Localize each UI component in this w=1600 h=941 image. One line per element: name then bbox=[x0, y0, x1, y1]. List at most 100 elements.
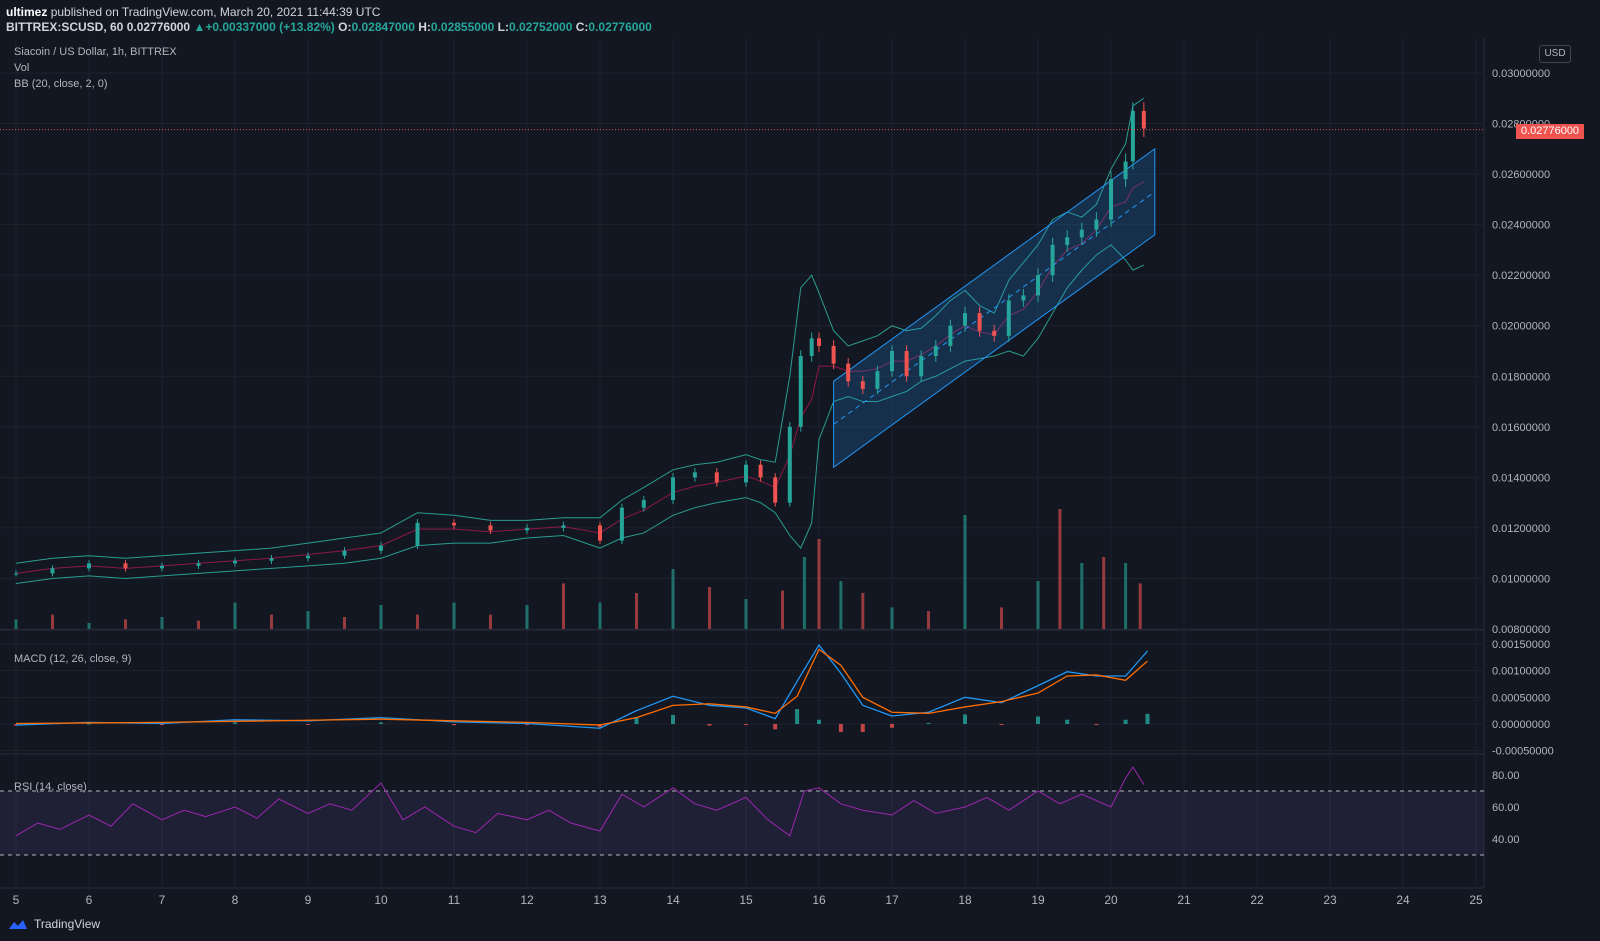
candle-body bbox=[875, 371, 880, 389]
macd-histogram-bar bbox=[999, 724, 1004, 726]
volume-bar bbox=[744, 599, 748, 629]
time-tick-label: 19 bbox=[1031, 893, 1045, 907]
volume-bar bbox=[270, 614, 273, 629]
change-value: +0.00337000 (+13.82%) bbox=[205, 20, 335, 34]
series-legend-title[interactable]: Siacoin / US Dollar, 1h, BITTREX bbox=[14, 46, 177, 58]
candle-body bbox=[1094, 219, 1099, 230]
candle-body bbox=[619, 507, 624, 541]
volume-bar bbox=[781, 590, 784, 629]
macd-histogram-bar bbox=[160, 724, 164, 726]
macd-histogram-bar bbox=[233, 722, 237, 724]
macd-histogram-bar bbox=[306, 724, 310, 725]
price-tick-label: 0.01600000 bbox=[1492, 422, 1550, 434]
candle-body bbox=[817, 338, 821, 346]
macd-histogram-bar bbox=[379, 722, 383, 724]
rsi-line bbox=[15, 766, 1145, 837]
candle-body bbox=[831, 345, 836, 364]
macd-tick-label: 0.00100000 bbox=[1492, 666, 1550, 678]
macd-histogram-bar bbox=[1145, 713, 1150, 724]
bb-basis-line bbox=[15, 181, 1145, 574]
macd-histogram-bar bbox=[926, 722, 931, 724]
volume-bar bbox=[1080, 563, 1084, 629]
macd-histogram-bar bbox=[963, 714, 967, 724]
volume-bar bbox=[839, 581, 843, 629]
price-tick-label: 0.01400000 bbox=[1492, 472, 1550, 484]
macd-tick-label: 0.00000000 bbox=[1492, 719, 1550, 731]
volume-bar bbox=[963, 515, 967, 629]
regression-channel[interactable] bbox=[833, 147, 1156, 469]
rsi-legend[interactable]: RSI (14, close) bbox=[14, 781, 87, 793]
candle-body bbox=[160, 565, 164, 569]
volume-bar bbox=[927, 611, 930, 629]
time-tick-label: 22 bbox=[1250, 893, 1264, 907]
price-tick-label: 0.02600000 bbox=[1492, 169, 1550, 181]
price-chart[interactable]: 0.030000000.028000000.026000000.02400000… bbox=[0, 38, 1600, 911]
candle-body bbox=[561, 525, 566, 528]
macd-histogram-bar bbox=[525, 724, 529, 726]
candle-body bbox=[379, 545, 383, 551]
price-tick-label: 0.02000000 bbox=[1492, 321, 1550, 333]
candle-body bbox=[1109, 179, 1113, 220]
time-tick-label: 17 bbox=[885, 893, 899, 907]
macd-histogram-bar bbox=[634, 717, 639, 724]
currency-badge[interactable]: USD bbox=[1539, 45, 1571, 63]
channel-midline bbox=[833, 191, 1156, 425]
rsi-tick-label: 60.00 bbox=[1492, 802, 1520, 814]
publish-line: ultimez published on TradingView.com, Ma… bbox=[6, 5, 380, 19]
time-tick-label: 24 bbox=[1396, 893, 1410, 907]
volume-bar bbox=[671, 569, 675, 629]
macd-histogram-bar bbox=[860, 724, 865, 732]
time-tick-label: 9 bbox=[305, 893, 312, 907]
low-value: 0.02752000 bbox=[508, 20, 573, 34]
volume-bars bbox=[14, 509, 1142, 629]
publish-text: published on TradingView.com, March 20, … bbox=[50, 5, 381, 19]
price-tick-label: 0.01800000 bbox=[1492, 371, 1550, 383]
bollinger-bands bbox=[15, 97, 1145, 585]
publisher-name[interactable]: ultimez bbox=[6, 5, 48, 19]
candle-body bbox=[904, 351, 909, 377]
candle-body bbox=[992, 330, 997, 336]
candle-body bbox=[977, 313, 982, 331]
tradingview-brand[interactable]: TradingView bbox=[8, 917, 100, 931]
volume-bar bbox=[379, 605, 383, 629]
time-tick-label: 11 bbox=[448, 893, 461, 907]
candle-body bbox=[948, 325, 953, 346]
volume-bar bbox=[890, 607, 894, 629]
candle-body bbox=[269, 558, 274, 561]
volume-bar bbox=[14, 619, 18, 629]
candle-body bbox=[1130, 110, 1135, 162]
volume-bar bbox=[861, 593, 865, 629]
open-value: 0.02847000 bbox=[351, 20, 415, 34]
macd-histogram-bar bbox=[707, 724, 712, 726]
macd-histogram-bar bbox=[744, 724, 748, 726]
candle-body bbox=[233, 560, 237, 564]
up-arrow-icon: ▲ bbox=[193, 20, 206, 34]
candle-body bbox=[1123, 161, 1128, 180]
volume-bar bbox=[343, 617, 346, 629]
candle-body bbox=[14, 573, 18, 575]
bb-legend[interactable]: BB (20, close, 2, 0) bbox=[14, 78, 108, 90]
bb-upper-line bbox=[15, 97, 1145, 564]
vol-legend[interactable]: Vol bbox=[14, 62, 30, 74]
time-tick-label: 7 bbox=[159, 893, 166, 907]
time-tick-label: 8 bbox=[232, 893, 239, 907]
time-tick-label: 14 bbox=[666, 893, 680, 907]
volume-bar bbox=[525, 605, 529, 629]
macd-legend[interactable]: MACD (12, 26, close, 9) bbox=[14, 653, 132, 665]
candle-body bbox=[452, 522, 456, 526]
time-tick-label: 13 bbox=[593, 893, 607, 907]
time-tick-label: 21 bbox=[1177, 893, 1191, 907]
high-label: H: bbox=[418, 20, 431, 34]
last-price-tag: 0.02776000 bbox=[1516, 124, 1584, 139]
volume-bar bbox=[635, 593, 638, 629]
time-tick-label: 16 bbox=[812, 893, 826, 907]
rsi-pane bbox=[15, 766, 1145, 837]
macd-histogram-bar bbox=[87, 723, 91, 725]
candle-body bbox=[809, 338, 814, 357]
volume-bar bbox=[1000, 607, 1003, 629]
time-tick-label: 5 bbox=[13, 893, 20, 907]
volume-bar bbox=[160, 617, 164, 629]
candle-body bbox=[50, 568, 55, 574]
price-axis[interactable]: 0.030000000.028000000.026000000.02400000… bbox=[1492, 68, 1554, 846]
time-axis[interactable]: 5 6 7 8 9 10 11 12 13 14 15 16 17 18 19 20 21 22 23 24 25 bbox=[13, 893, 1483, 907]
